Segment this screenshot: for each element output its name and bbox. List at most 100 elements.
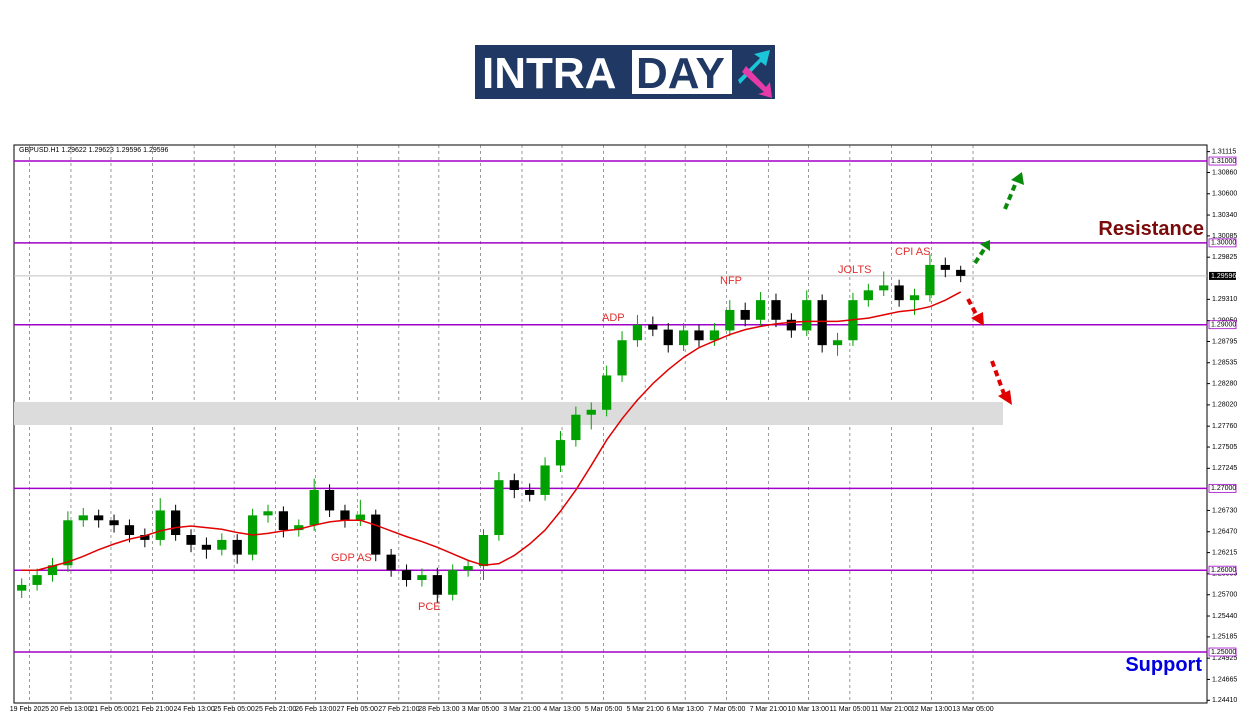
- candle-body: [201, 544, 212, 550]
- candle-body: [371, 514, 381, 555]
- level-tag: [1208, 320, 1237, 330]
- candle-body: [63, 520, 73, 566]
- x-tick-label: 27 Feb 05:00: [337, 706, 378, 713]
- candle-body: [478, 535, 489, 567]
- y-tick-label: 1.25185: [1212, 634, 1237, 641]
- candle-body: [709, 330, 720, 341]
- x-tick-label: 4 Mar 13:00: [543, 706, 580, 713]
- y-tick-label: 1.31115: [1212, 148, 1236, 155]
- last-price-tag: [1209, 271, 1236, 280]
- candle-body: [401, 570, 412, 581]
- y-tick-label: 1.27505: [1212, 444, 1237, 451]
- candle-body: [17, 584, 27, 591]
- y-tick-label: 1.27760: [1212, 423, 1237, 430]
- candle-body: [509, 480, 519, 490]
- candle-body: [324, 489, 335, 511]
- y-tick-label: 1.28020: [1212, 402, 1237, 409]
- level-label: 1.31000: [1211, 158, 1236, 165]
- candle-body: [863, 290, 873, 301]
- level-tag: [1208, 238, 1237, 248]
- zone: [14, 402, 1003, 426]
- candle-body: [940, 264, 950, 270]
- candle-body: [109, 520, 119, 526]
- x-tick-label: 10 Mar 13:00: [788, 706, 829, 713]
- x-tick-label: 28 Feb 13:00: [418, 706, 459, 713]
- candle-body: [909, 295, 920, 301]
- annotation: ADP: [602, 312, 625, 324]
- y-tick-label: 1.30860: [1212, 169, 1237, 176]
- candle-body: [525, 489, 535, 495]
- y-tick-label: 1.28795: [1212, 338, 1237, 345]
- candle-body: [78, 515, 88, 521]
- logo-text: INTRA: [482, 49, 616, 98]
- annotation: CPI AS: [895, 246, 930, 258]
- candle-body: [802, 300, 812, 331]
- y-tick-label: 1.24925: [1212, 655, 1237, 662]
- arrowhead: [980, 240, 990, 251]
- candle-body: [632, 324, 643, 341]
- candle-body: [817, 300, 827, 346]
- candle-body: [94, 515, 104, 521]
- x-tick-label: 13 Mar 05:00: [952, 706, 993, 713]
- candle-body: [263, 511, 273, 516]
- arrowhead: [998, 390, 1012, 405]
- candle-body: [925, 264, 935, 296]
- moving-average: [21, 291, 962, 571]
- x-tick-label: 19 Feb 2025: [10, 706, 49, 713]
- candle-body: [278, 511, 289, 531]
- candle-body: [186, 535, 196, 545]
- arrow-down: [990, 360, 1006, 395]
- annotation: JOLTS: [838, 264, 871, 276]
- y-tick-label: 1.28280: [1212, 380, 1237, 387]
- y-tick-label: 1.27245: [1212, 465, 1237, 472]
- level-label: 1.26000: [1211, 567, 1236, 574]
- y-tick-label: 1.26215: [1212, 549, 1237, 556]
- candle-body: [47, 565, 58, 576]
- candle-body: [771, 300, 781, 320]
- candle-body: [740, 309, 750, 320]
- x-tick-label: 26 Feb 13:00: [295, 706, 336, 713]
- level-label: 1.27000: [1211, 485, 1236, 492]
- x-tick-label: 25 Feb 21:00: [255, 706, 296, 713]
- x-tick-label: 12 Mar 13:00: [911, 706, 952, 713]
- y-tick-label: 1.24410: [1212, 697, 1237, 704]
- support-label: Support: [1125, 654, 1202, 676]
- candle-body: [786, 319, 796, 331]
- x-tick-label: 3 Mar 21:00: [503, 706, 540, 713]
- candle-body: [355, 514, 365, 521]
- candle-body: [294, 525, 304, 531]
- arrow-up: [973, 246, 987, 265]
- candle-body: [832, 340, 843, 346]
- y-tick-label: 1.30340: [1212, 212, 1237, 219]
- candle-body: [124, 525, 135, 536]
- x-tick-label: 7 Mar 05:00: [708, 706, 745, 713]
- x-tick-label: 5 Mar 21:00: [626, 706, 663, 713]
- y-tick-label: 1.29310: [1212, 296, 1237, 303]
- arrowhead: [971, 312, 984, 326]
- candle-body: [755, 300, 766, 320]
- candle-body: [571, 414, 581, 441]
- plot: [14, 145, 1207, 703]
- annotation: PCE: [418, 601, 441, 613]
- candle-body: [694, 330, 704, 341]
- candle-body: [586, 409, 596, 415]
- y-tick-label: 1.28535: [1212, 360, 1237, 367]
- candle-body: [540, 465, 550, 495]
- candle-body: [725, 309, 735, 331]
- candle-body: [648, 324, 658, 330]
- last-price-label: 1.29596: [1211, 273, 1236, 280]
- chart-subtitle: GBPUSD.H1 1.29622 1.29623 1.29596 1.2959…: [19, 147, 169, 154]
- y-tick-label: 1.25700: [1212, 592, 1237, 599]
- x-tick-label: 11 Mar 05:00: [830, 706, 871, 713]
- x-tick-label: 27 Feb 21:00: [378, 706, 419, 713]
- candle-body: [140, 535, 150, 540]
- level-label: 1.29000: [1211, 322, 1236, 329]
- candle-body: [340, 510, 350, 521]
- level-label: 1.25000: [1211, 649, 1236, 656]
- x-tick-label: 3 Mar 05:00: [462, 706, 499, 713]
- logo-box: [632, 50, 732, 94]
- x-tick-label: 11 Mar 21:00: [871, 706, 912, 713]
- scenario-arrows: [966, 172, 1024, 405]
- candle-body: [894, 285, 904, 301]
- annotation: NFP: [720, 275, 742, 287]
